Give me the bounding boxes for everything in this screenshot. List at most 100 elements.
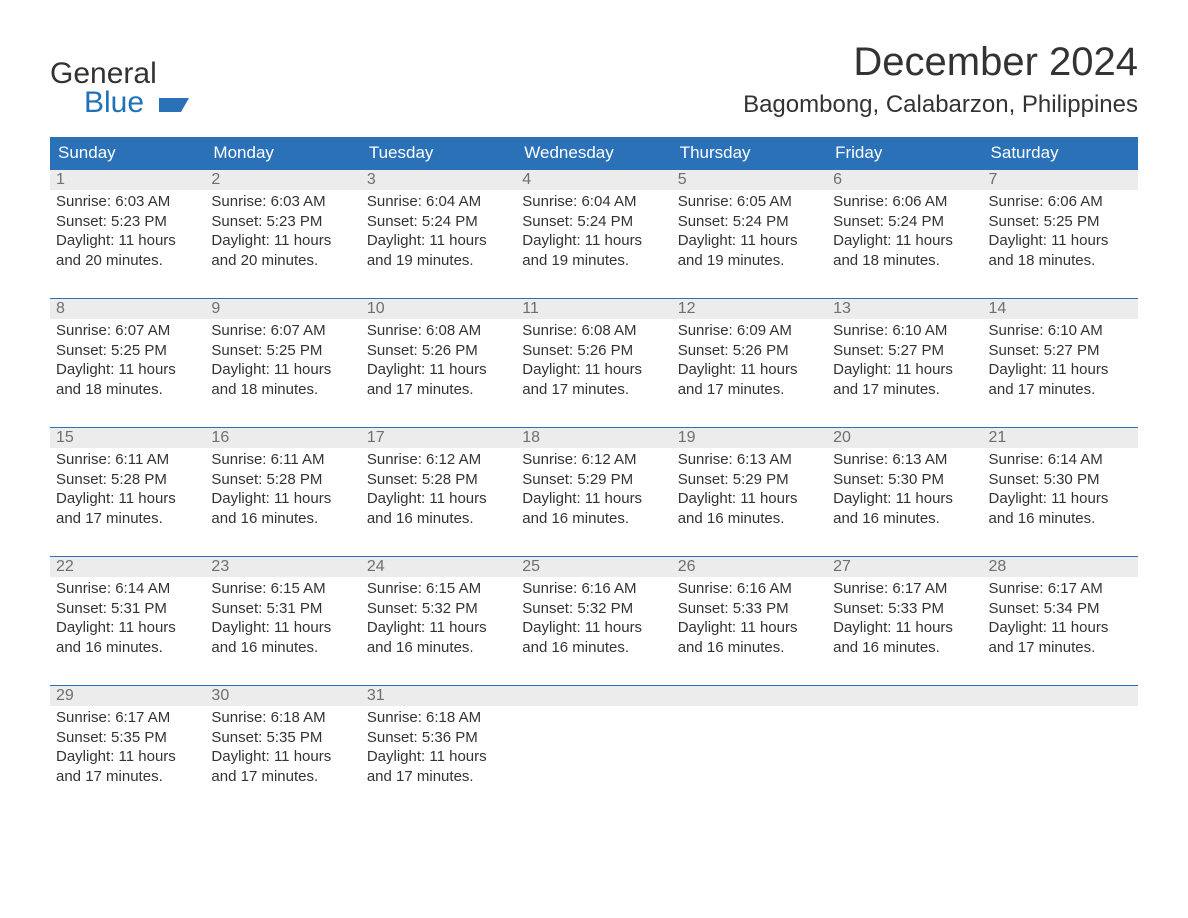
day-number: 7 xyxy=(983,170,1138,191)
day-number: 23 xyxy=(205,557,360,578)
sunset-label: Sunset: xyxy=(211,471,266,488)
day-number xyxy=(672,686,827,707)
sunrise-value: 6:03 AM xyxy=(115,193,170,210)
sunrise-value: 6:14 AM xyxy=(115,580,170,597)
day-details: Sunrise: 6:05 AMSunset: 5:24 PMDaylight:… xyxy=(678,190,821,270)
sunset-value: 5:25 PM xyxy=(111,342,167,359)
daylight-line1: 11 hours xyxy=(896,232,953,249)
logo-text: General Blue xyxy=(50,60,157,117)
daylight-line1: 11 hours xyxy=(274,748,331,765)
day-details: Sunrise: 6:09 AMSunset: 5:26 PMDaylight:… xyxy=(678,319,821,399)
day-number: 18 xyxy=(516,428,671,449)
day-cell: Sunrise: 6:08 AMSunset: 5:26 PMDaylight:… xyxy=(361,319,516,428)
day-number: 13 xyxy=(827,299,982,320)
day-cell: Sunrise: 6:06 AMSunset: 5:24 PMDaylight:… xyxy=(827,190,982,299)
daylight-line2: and 16 minutes. xyxy=(56,639,163,656)
day-header: Monday xyxy=(205,137,360,170)
daylight-line2: and 18 minutes. xyxy=(989,252,1096,269)
day-cell: Sunrise: 6:11 AMSunset: 5:28 PMDaylight:… xyxy=(205,448,360,557)
sunrise-label: Sunrise: xyxy=(56,193,115,210)
daylight-line1: 11 hours xyxy=(896,361,953,378)
day-cell: Sunrise: 6:13 AMSunset: 5:29 PMDaylight:… xyxy=(672,448,827,557)
day-cell: Sunrise: 6:13 AMSunset: 5:30 PMDaylight:… xyxy=(827,448,982,557)
day-details: Sunrise: 6:06 AMSunset: 5:24 PMDaylight:… xyxy=(833,190,976,270)
sunset-label: Sunset: xyxy=(56,471,111,488)
daylight-line2: and 17 minutes. xyxy=(678,381,785,398)
daylight-line1: 11 hours xyxy=(429,232,486,249)
sunrise-value: 6:06 AM xyxy=(892,193,947,210)
sunset-label: Sunset: xyxy=(833,471,888,488)
sunset-label: Sunset: xyxy=(367,729,422,746)
daylight-label: Daylight: xyxy=(367,490,430,507)
sunset-label: Sunset: xyxy=(56,729,111,746)
day-number: 29 xyxy=(50,686,205,707)
day-number: 11 xyxy=(516,299,671,320)
daylight-label: Daylight: xyxy=(211,361,274,378)
sunrise-value: 6:08 AM xyxy=(426,322,481,339)
daylight-line1: 11 hours xyxy=(274,232,331,249)
day-details: Sunrise: 6:17 AMSunset: 5:33 PMDaylight:… xyxy=(833,577,976,657)
day-cell: Sunrise: 6:16 AMSunset: 5:33 PMDaylight:… xyxy=(672,577,827,686)
day-number: 6 xyxy=(827,170,982,191)
sunset-value: 5:31 PM xyxy=(266,600,322,617)
daylight-line1: 11 hours xyxy=(740,232,797,249)
daylight-label: Daylight: xyxy=(678,232,741,249)
day-cell: Sunrise: 6:10 AMSunset: 5:27 PMDaylight:… xyxy=(827,319,982,428)
sunset-value: 5:33 PM xyxy=(733,600,789,617)
day-number: 15 xyxy=(50,428,205,449)
daylight-label: Daylight: xyxy=(56,748,119,765)
sunrise-label: Sunrise: xyxy=(833,451,892,468)
sunset-value: 5:25 PM xyxy=(266,342,322,359)
daylight-line1: 11 hours xyxy=(585,232,642,249)
day-details: Sunrise: 6:15 AMSunset: 5:31 PMDaylight:… xyxy=(211,577,354,657)
day-details: Sunrise: 6:07 AMSunset: 5:25 PMDaylight:… xyxy=(211,319,354,399)
day-details: Sunrise: 6:11 AMSunset: 5:28 PMDaylight:… xyxy=(211,448,354,528)
sunset-value: 5:26 PM xyxy=(422,342,478,359)
sunset-label: Sunset: xyxy=(989,600,1044,617)
sunset-label: Sunset: xyxy=(522,342,577,359)
sunset-value: 5:23 PM xyxy=(111,213,167,230)
sunset-label: Sunset: xyxy=(56,213,111,230)
day-cell: Sunrise: 6:17 AMSunset: 5:35 PMDaylight:… xyxy=(50,706,205,814)
logo: General Blue xyxy=(50,40,193,117)
daylight-label: Daylight: xyxy=(678,361,741,378)
title-block: December 2024 Bagombong, Calabarzon, Phi… xyxy=(743,40,1138,119)
day-cell: Sunrise: 6:07 AMSunset: 5:25 PMDaylight:… xyxy=(50,319,205,428)
day-number: 9 xyxy=(205,299,360,320)
sunset-label: Sunset: xyxy=(989,213,1044,230)
sunrise-value: 6:07 AM xyxy=(271,322,326,339)
daylight-line1: 11 hours xyxy=(1051,232,1108,249)
day-number: 27 xyxy=(827,557,982,578)
sunset-value: 5:24 PM xyxy=(888,213,944,230)
page-header: General Blue December 2024 Bagombong, Ca… xyxy=(50,40,1138,119)
daylight-line1: 11 hours xyxy=(429,748,486,765)
sunrise-label: Sunrise: xyxy=(522,451,581,468)
daylight-label: Daylight: xyxy=(833,232,896,249)
daylight-line2: and 19 minutes. xyxy=(522,252,629,269)
sunrise-label: Sunrise: xyxy=(833,580,892,597)
day-number xyxy=(983,686,1138,707)
daylight-line1: 11 hours xyxy=(896,619,953,636)
day-details: Sunrise: 6:13 AMSunset: 5:30 PMDaylight:… xyxy=(833,448,976,528)
daylight-line2: and 16 minutes. xyxy=(678,510,785,527)
logo-line2: Blue xyxy=(50,89,157,118)
day-cell: Sunrise: 6:15 AMSunset: 5:31 PMDaylight:… xyxy=(205,577,360,686)
sunrise-label: Sunrise: xyxy=(56,451,115,468)
sunrise-label: Sunrise: xyxy=(367,193,426,210)
day-number: 25 xyxy=(516,557,671,578)
daylight-line2: and 20 minutes. xyxy=(211,252,318,269)
sunrise-label: Sunrise: xyxy=(678,322,737,339)
sunset-value: 5:26 PM xyxy=(577,342,633,359)
day-cell: Sunrise: 6:03 AMSunset: 5:23 PMDaylight:… xyxy=(50,190,205,299)
day-details: Sunrise: 6:14 AMSunset: 5:31 PMDaylight:… xyxy=(56,577,199,657)
day-cell: Sunrise: 6:17 AMSunset: 5:34 PMDaylight:… xyxy=(983,577,1138,686)
day-number: 31 xyxy=(361,686,516,707)
daylight-line1: 11 hours xyxy=(740,361,797,378)
daylight-line2: and 19 minutes. xyxy=(367,252,474,269)
sunrise-value: 6:06 AM xyxy=(1048,193,1103,210)
sunrise-value: 6:12 AM xyxy=(426,451,481,468)
sunrise-label: Sunrise: xyxy=(522,193,581,210)
sunrise-label: Sunrise: xyxy=(678,193,737,210)
day-number: 2 xyxy=(205,170,360,191)
sunset-value: 5:26 PM xyxy=(733,342,789,359)
